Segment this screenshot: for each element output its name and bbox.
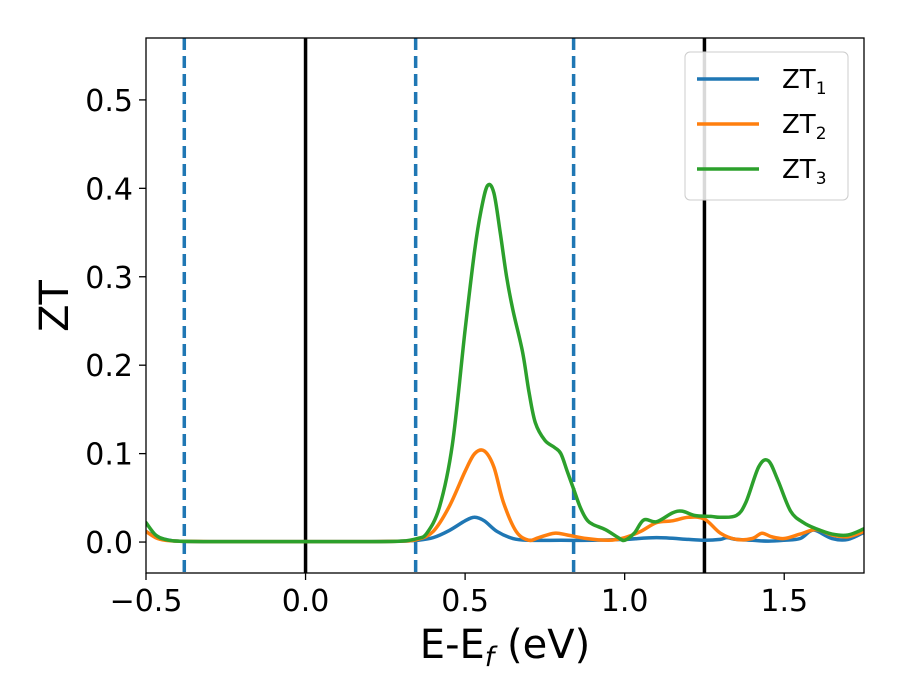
x-tick-label-1: 0.0 [282, 584, 330, 619]
legend-entries: ZT1 ZT2 ZT3 [697, 65, 827, 189]
plot-frame [145, 37, 865, 574]
series-line-zt3 [146, 182, 864, 544]
legend-box [684, 51, 849, 201]
y-tick-label-0: 0.0 [85, 526, 133, 561]
legend-label-zt2: ZT2 [782, 110, 827, 144]
x-axis-label-main: E-E [420, 622, 485, 668]
y-tick-label-5: 0.5 [85, 84, 133, 119]
x-tick-label-2: 0.5 [441, 584, 489, 619]
y-axis-ticks: 0.0 0.1 0.2 0.3 0.4 0.5 [85, 84, 146, 561]
y-tick-label-4: 0.4 [85, 172, 133, 207]
y-tick-label-2: 0.2 [85, 349, 133, 384]
x-axis-label: E-Ef (eV) [420, 622, 590, 673]
series-lines [146, 182, 864, 544]
y-axis-label: ZT [32, 280, 78, 332]
x-tick-label-4: 1.5 [760, 584, 808, 619]
y-tick-label-3: 0.3 [85, 261, 133, 296]
y-tick-label-1: 0.1 [85, 438, 133, 473]
legend: ZT1 ZT2 ZT3 [684, 51, 849, 201]
x-tick-label-3: 1.0 [601, 584, 649, 619]
legend-label-zt1: ZT1 [782, 65, 827, 99]
x-tick-label-0: −0.5 [110, 584, 183, 619]
legend-label-zt3: ZT3 [782, 155, 827, 189]
x-axis-ticks: −0.5 0.0 0.5 1.0 1.5 [110, 573, 808, 619]
x-axis-label-tail: (eV) [494, 622, 590, 668]
